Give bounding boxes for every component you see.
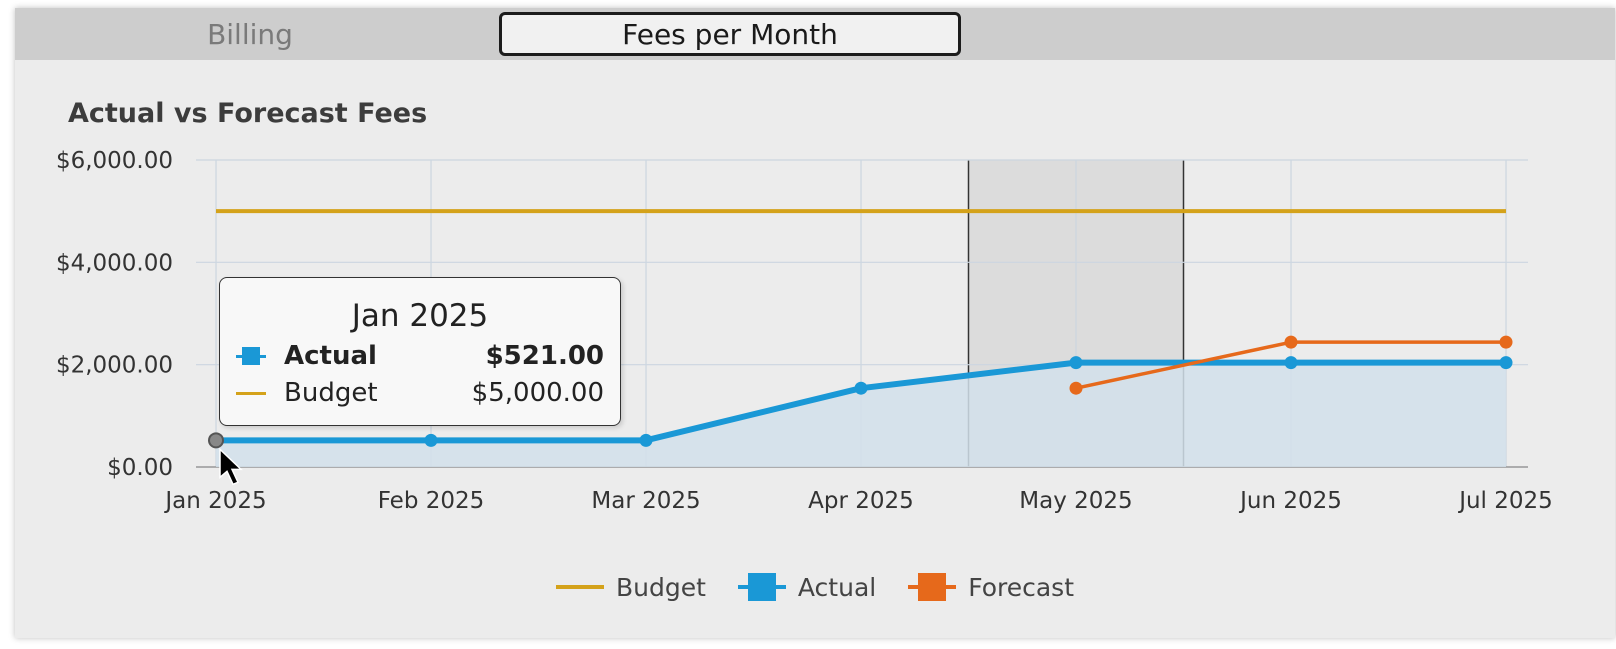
line-icon (555, 572, 604, 602)
y-tick-label: $2,000.00 (56, 353, 173, 379)
square-icon (737, 572, 786, 602)
x-tick-label: Feb 2025 (378, 488, 485, 514)
y-tick-label: $6,000.00 (56, 148, 173, 174)
data-point-actual (1499, 356, 1513, 370)
data-point-actual (424, 433, 438, 447)
tooltip-label: Actual (284, 341, 377, 371)
x-tick-label: Jul 2025 (1457, 488, 1553, 514)
data-point-forecast (1069, 381, 1083, 395)
data-point-actual (854, 381, 868, 395)
x-tick-label: Apr 2025 (808, 488, 914, 514)
legend-label: Forecast (968, 572, 1075, 602)
tooltip-value: $521.00 (485, 341, 604, 371)
data-point-forecast (1284, 335, 1298, 349)
chart-tooltip: Jan 2025 Actual $521.00 Budget $5,000.00 (219, 277, 621, 426)
x-tick-label: Mar 2025 (591, 488, 700, 514)
line-icon (236, 378, 266, 408)
tab-fees-per-month[interactable]: Fees per Month (499, 12, 961, 56)
tooltip-value: $5,000.00 (471, 378, 604, 408)
mouse-cursor-icon (219, 447, 243, 486)
tab-bar: Billing Fees per Month (15, 8, 1615, 60)
data-point-actual (1284, 356, 1298, 370)
data-point-actual (639, 433, 653, 447)
data-point-actual (1069, 356, 1083, 370)
legend-item-forecast[interactable]: Forecast (908, 572, 1074, 602)
legend-label: Actual (797, 572, 877, 602)
x-tick-label: Jan 2025 (163, 488, 266, 514)
legend-item-budget[interactable]: Budget (555, 572, 706, 602)
chart-title: Actual vs Forecast Fees (68, 98, 428, 129)
legend-label: Budget (615, 572, 706, 602)
legend-item-actual[interactable]: Actual (737, 572, 877, 602)
y-tick-label: $4,000.00 (56, 250, 173, 276)
square-icon (908, 572, 957, 602)
x-tick-label: Jun 2025 (1238, 488, 1342, 514)
chart-legend: Budget Actual Forecast (15, 564, 1615, 610)
tooltip-row-budget: Budget $5,000.00 (236, 375, 604, 411)
y-tick-label: $0.00 (107, 455, 173, 481)
data-point-forecast (1499, 335, 1513, 349)
tooltip-label: Budget (284, 378, 378, 408)
tooltip-title: Jan 2025 (351, 298, 489, 334)
x-tick-label: May 2025 (1019, 488, 1132, 514)
tooltip-row-actual: Actual $521.00 (236, 338, 604, 374)
square-icon (236, 341, 266, 371)
hover-marker (208, 432, 224, 449)
tab-billing[interactable]: Billing (207, 17, 293, 51)
